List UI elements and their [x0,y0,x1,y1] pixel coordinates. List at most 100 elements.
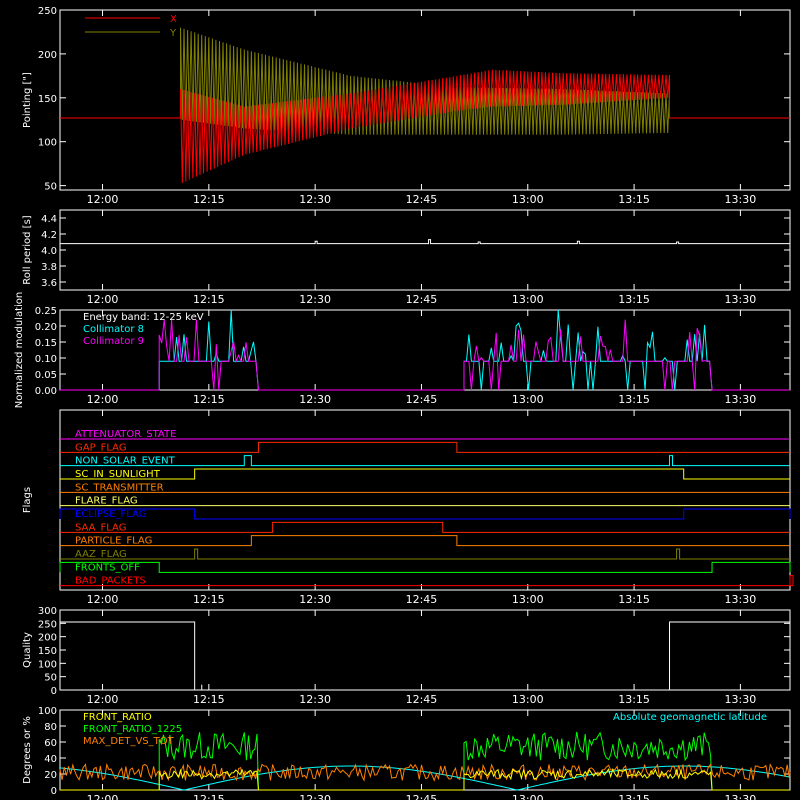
x-tick-label: 12:30 [299,193,331,206]
flag-line-gap-flag [60,441,790,453]
x-tick-label: 12:15 [193,693,225,706]
y-tick-label: 0.20 [35,322,57,333]
x-tick-label: 12:00 [87,393,119,406]
flag-line-sc-in-sunlight [60,468,790,480]
x-tick-label: 13:15 [618,393,650,406]
legend-label: Absolute geomagnetic latitude [613,712,767,723]
panel-6: 12:00 12:15 12:30 12:45 13:00 13:15 13:30 Degre… [22,706,791,800]
y-tick-label: 4.0 [41,246,57,257]
flag-label: NON_SOLAR_EVENT [75,456,176,467]
flag-label: FRONTS_OFF [75,562,140,573]
y-tick-label: 50 [44,182,57,193]
panel-frame [59,9,791,191]
x-tick-label: 13:30 [725,593,757,606]
x-tick-label: 13:30 [725,193,757,206]
x-tick-label: 12:45 [406,393,438,406]
x-tick-label: 12:30 [299,393,331,406]
panel-4: 12:00 12:15 12:30 12:45 13:00 13:15 13:30 Flags… [22,409,794,606]
flag-label: ATTENUATOR_STATE [75,429,176,440]
y-tick-label: 0.15 [35,338,57,349]
y-tick-label: 40 [44,754,57,765]
x-tick-label: 12:45 [406,193,438,206]
x-tick-label: 12:00 [87,593,119,606]
y-tick-label: 0 [51,686,57,697]
y-axis-label: Flags [22,487,33,513]
flag-line-saa-flag [60,521,790,533]
x-tick-label: 13:30 [725,693,757,706]
x-tick-label: 12:45 [406,293,438,306]
y-axis-label: Pointing ["] [22,72,33,128]
x-tick-label: 13:00 [512,793,544,800]
legend-label: Collimator 8 [83,324,144,335]
roll-period-line [60,239,790,245]
geomagnetic-latitude-line [59,765,791,791]
y-tick-label: 150 [38,94,57,105]
energy-band-annotation: Energy band: 12-25 keV [83,312,204,323]
y-tick-label: 60 [44,738,57,749]
y-tick-label: 4.4 [41,214,57,225]
x-tick-label: 12:00 [87,793,119,800]
x-tick-label: 12:00 [87,193,119,206]
x-tick-label: 12:45 [406,793,438,800]
y-tick-label: 0.25 [35,306,57,317]
x-tick-label: 12:00 [87,693,119,706]
series-front-ratio-line [60,767,790,791]
panel-frame [59,409,791,591]
series-max-det-vs-tot-line [59,762,791,782]
y-axis-label: Quality [22,632,33,668]
legend-label: FRONT_RATIO [83,712,152,723]
x-tick-label: 12:00 [87,293,119,306]
y-tick-label: 80 [44,722,57,733]
x-tick-label: 13:15 [618,193,650,206]
x-tick-label: 12:15 [193,293,225,306]
x-tick-label: 13:00 [512,393,544,406]
flag-line-fronts-off [59,561,791,573]
x-tick-label: 12:30 [299,693,331,706]
x-tick-label: 12:15 [193,793,225,800]
legend-label: X [170,14,177,25]
x-tick-label: 12:30 [299,593,331,606]
panel-2: 12:00 12:15 12:30 12:45 13:00 13:15 13:30 Roll … [22,209,791,306]
x-tick-label: 13:15 [618,793,650,800]
y-tick-label: 250 [38,6,57,17]
x-tick-label: 13:15 [618,293,650,306]
y-tick-label: 200 [38,50,57,61]
x-tick-label: 12:45 [406,593,438,606]
y-tick-label: 200 [38,633,57,644]
flag-line-bad-packets [60,575,794,587]
y-tick-label: 300 [38,606,57,617]
x-tick-label: 13:00 [512,593,544,606]
y-tick-label: 4.2 [41,230,57,241]
flag-label: SC_IN_SUNLIGHT [75,469,161,480]
x-tick-label: 13:30 [725,793,757,800]
y-tick-label: 0.00 [35,386,57,397]
y-tick-label: 0.05 [35,370,57,381]
legend-label: FRONT_RATIO_1225 [83,724,182,735]
y-tick-label: 100 [38,659,57,670]
x-tick-label: 12:15 [193,393,225,406]
y-axis-label: Normalized modulation [14,292,25,409]
series-front-ratio-1225-line [60,731,790,791]
y-tick-label: 0 [51,786,57,797]
x-tick-label: 13:00 [512,693,544,706]
x-tick-label: 13:30 [725,393,757,406]
x-tick-label: 13:00 [512,293,544,306]
panel-5: 12:00 12:15 12:30 12:45 13:00 13:15 13:30 Quali… [22,606,791,706]
y-tick-label: 3.8 [41,262,57,273]
y-tick-label: 0.10 [35,354,57,365]
x-tick-label: 13:00 [512,193,544,206]
y-tick-label: 250 [38,619,57,630]
y-axis-label: Degrees or % [22,716,33,784]
flag-label: FLARE_FLAG [75,496,138,507]
quality-line [60,621,790,691]
flag-label: BAD_PACKETS [75,576,146,587]
x-tick-label: 13:30 [725,293,757,306]
flag-label: AAZ_FLAG [75,549,127,560]
x-tick-label: 12:15 [193,593,225,606]
y-tick-label: 100 [38,138,57,149]
flag-label: PARTICLE_FLAG [75,536,152,547]
legend-label: Y [169,28,177,39]
flag-label: ECLIPSE_FLAG [75,509,146,520]
x-tick-label: 12:45 [406,693,438,706]
